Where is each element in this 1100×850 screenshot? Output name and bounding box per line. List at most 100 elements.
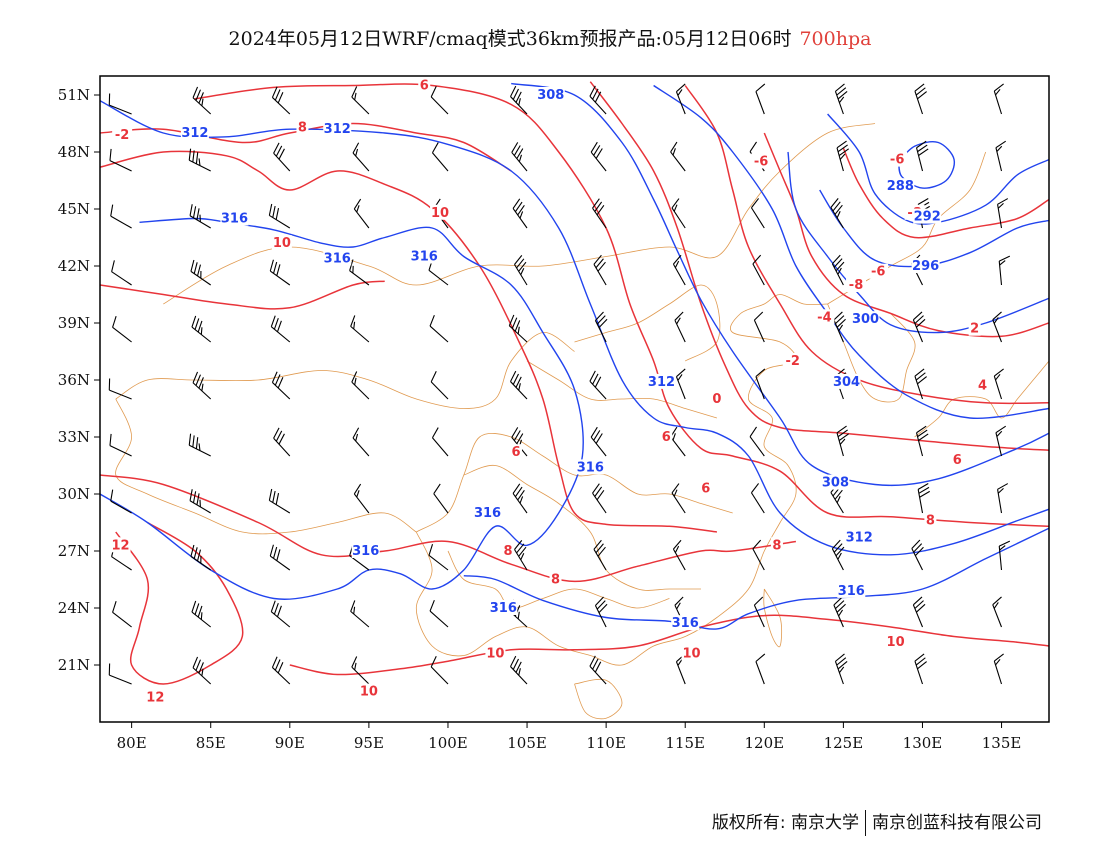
contour-label-bg xyxy=(323,250,352,266)
contour-label-bg xyxy=(271,235,292,251)
wind-barb xyxy=(593,254,607,286)
contour-label: 6 xyxy=(701,481,710,496)
wind-barb xyxy=(750,483,765,514)
wind-barb xyxy=(753,596,765,628)
contour-label-bg xyxy=(887,151,908,167)
wind-barb xyxy=(270,315,291,343)
wind-barb xyxy=(192,86,212,115)
wind-barb xyxy=(510,85,528,115)
wind-barb xyxy=(268,488,291,514)
contour-label-bg xyxy=(473,505,502,520)
latitude-axis: 51N 48N 45N 42N 39N 36N 33N 30N 27N 24N 21N xyxy=(58,86,100,674)
contour-label: 304 xyxy=(833,375,860,390)
contour-label: -8 xyxy=(849,278,863,293)
wind-barb xyxy=(592,198,607,229)
wind-barb xyxy=(831,539,845,571)
contour-label-bg xyxy=(502,543,515,558)
wind-barb xyxy=(110,489,132,514)
wind-barb xyxy=(189,204,211,229)
contour-label: 8 xyxy=(551,573,560,588)
contour-label-bg xyxy=(837,582,866,598)
contour-label: -4 xyxy=(817,310,831,325)
contour-label-bg xyxy=(832,373,861,389)
wind-barb xyxy=(431,142,449,172)
contour-label: 6 xyxy=(420,79,429,94)
contour-label-bg xyxy=(710,391,723,406)
contour-label-bg xyxy=(868,263,889,279)
wind-barb xyxy=(353,198,370,229)
border-line xyxy=(827,303,916,403)
wind-barb xyxy=(592,483,607,514)
contour-label-bg xyxy=(699,480,712,496)
wind-barb xyxy=(593,539,607,571)
wind-barb xyxy=(511,427,528,457)
contour-label: -2 xyxy=(115,128,129,143)
contour-label: 10 xyxy=(682,647,700,662)
wind-barb xyxy=(750,198,765,229)
wind-barb xyxy=(514,540,528,571)
contour-label-bg xyxy=(851,311,880,327)
border-line xyxy=(914,360,1049,438)
wind-barb xyxy=(190,544,212,571)
contour-label: 308 xyxy=(822,476,849,491)
wind-barb xyxy=(188,433,211,457)
contour-label: -6 xyxy=(890,153,904,168)
contour-label: 312 xyxy=(648,375,675,390)
temperature-contour xyxy=(100,122,512,172)
height-contour xyxy=(463,527,1049,630)
wind-barb xyxy=(670,141,686,172)
wind-barb xyxy=(508,314,528,343)
wind-barb xyxy=(430,371,449,400)
contour-label: 4 xyxy=(978,379,987,394)
temperature-contour xyxy=(100,280,385,310)
contour-label-bg xyxy=(110,537,131,553)
contour-label: 6 xyxy=(511,445,520,460)
lat-label: 48N xyxy=(58,143,90,161)
wind-barb xyxy=(271,656,291,685)
contour-label: -6 xyxy=(754,155,768,170)
wind-barb xyxy=(833,596,846,628)
wind-barb xyxy=(273,142,291,172)
contour-label-bg xyxy=(647,373,676,389)
contour-label: 312 xyxy=(181,126,208,141)
wind-barb xyxy=(998,540,1011,571)
contour-label-bg xyxy=(681,645,702,661)
pressure-level: 700hpa xyxy=(799,28,872,50)
height-contour xyxy=(511,82,1049,487)
lon-label: 80E xyxy=(117,734,147,752)
border-line xyxy=(574,678,623,720)
contour-label-bg xyxy=(576,459,605,475)
wind-barb xyxy=(269,544,291,571)
wind-barb xyxy=(269,259,291,286)
company-text: 南京创蓝科技有限公司 xyxy=(872,813,1042,833)
contour-label-bg xyxy=(782,353,803,368)
wind-barb xyxy=(830,198,844,229)
wind-barb xyxy=(429,314,449,343)
height-contour xyxy=(100,100,1049,556)
wind-barb xyxy=(672,539,686,571)
border-line xyxy=(115,398,417,535)
wind-barb xyxy=(914,653,927,685)
wind-barb xyxy=(915,140,929,172)
wind-barb xyxy=(350,600,370,628)
lon-label: 120E xyxy=(745,734,785,752)
contour-label-bg xyxy=(549,571,562,587)
wind-barb xyxy=(674,311,686,343)
wind-barb xyxy=(512,198,528,229)
wind-barb xyxy=(675,83,686,115)
wind-barb xyxy=(429,599,449,628)
wind-barb xyxy=(917,482,930,514)
contour-label-bg xyxy=(536,87,565,102)
height-contour xyxy=(898,141,956,189)
contour-label: 316 xyxy=(490,601,517,616)
height-contour xyxy=(653,84,1049,420)
lon-label: 95E xyxy=(354,734,384,752)
contour-label-bg xyxy=(968,320,981,336)
wind-barb xyxy=(510,370,528,400)
wind-barb xyxy=(992,311,1003,343)
wind-barb xyxy=(914,368,927,400)
map-title: 2024年05月12日WRF/cmaq模式36km预报产品:05月12日06时 7… xyxy=(0,24,1100,51)
lat-label: 27N xyxy=(58,542,90,560)
contour-label-bg xyxy=(751,153,772,169)
contour-label: 312 xyxy=(324,122,351,137)
